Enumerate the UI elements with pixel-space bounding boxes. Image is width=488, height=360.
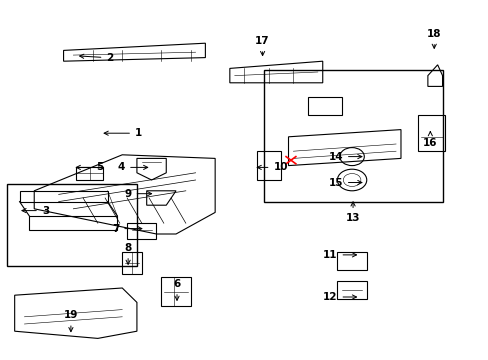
Text: 10: 10 [257, 162, 287, 172]
Text: 7: 7 [112, 224, 142, 234]
Text: 19: 19 [63, 310, 78, 332]
Text: 3: 3 [22, 206, 49, 216]
Text: 6: 6 [173, 279, 180, 300]
Bar [7, 184, 137, 266]
Text: 17: 17 [255, 36, 269, 55]
Text: 11: 11 [323, 250, 356, 260]
Text: 8: 8 [124, 243, 131, 264]
Text: 14: 14 [327, 152, 361, 162]
Bar [264, 70, 442, 202]
Text: 13: 13 [345, 202, 360, 223]
Text: 1: 1 [104, 128, 142, 138]
Text: 4: 4 [118, 162, 147, 172]
Text: 12: 12 [323, 292, 356, 302]
Text: 9: 9 [124, 189, 151, 199]
Text: 2: 2 [80, 53, 113, 63]
Bar [417, 115, 444, 151]
Text: 5: 5 [76, 162, 103, 172]
Text: 16: 16 [422, 132, 437, 148]
Text: 18: 18 [426, 29, 441, 48]
Text: 15: 15 [328, 177, 361, 188]
